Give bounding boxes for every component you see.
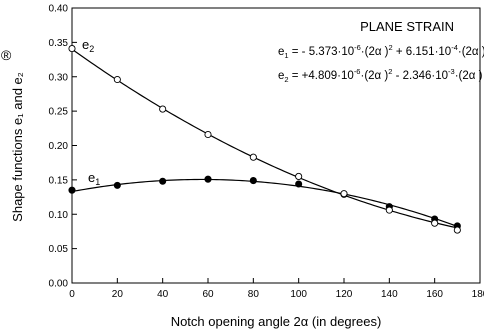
- data-point-e1: [113, 181, 121, 189]
- y-tick-label: 0.15: [49, 175, 69, 186]
- x-tick-label: 20: [112, 289, 124, 300]
- data-point-e1: [295, 180, 303, 188]
- y-tick-label: 0.40: [49, 4, 69, 15]
- data-point-e2: [113, 75, 121, 84]
- equation-e2-exp2: 2: [388, 67, 392, 76]
- equation-e2-p1: = +4.809·10: [289, 70, 354, 82]
- series-label-e2: e2: [82, 37, 94, 54]
- y-tick-label: 0.30: [49, 72, 69, 83]
- x-tick-label: 120: [336, 289, 353, 300]
- y-tick-label: 0.35: [49, 38, 69, 49]
- y-tick-label: 0.00: [49, 279, 69, 290]
- y-tick-label: 0.25: [49, 107, 69, 118]
- y-tick-label: 0.05: [49, 244, 69, 255]
- y-tick-label: 0.20: [49, 141, 69, 152]
- series-label-e1-subscript: 1: [95, 177, 100, 187]
- data-point-e2: [68, 45, 76, 53]
- x-tick-label: 180: [472, 289, 484, 300]
- equation-e2-p2: ·(2α ): [360, 70, 388, 82]
- data-point-e2: [431, 219, 439, 227]
- equation-e2-p4: ·(2α ) + 0.3400: [455, 70, 484, 82]
- fit-curve-e1: [71, 178, 458, 227]
- registered-mark: ®: [1, 47, 12, 63]
- data-point-e2: [204, 130, 212, 139]
- data-point-e2: [295, 172, 303, 180]
- data-point-e1: [159, 177, 167, 185]
- equation-e2-exp1: -6: [354, 67, 361, 76]
- series-label-e2-subscript: 2: [89, 44, 94, 54]
- equation-e2-lead: e: [278, 70, 284, 82]
- series-label-e2-letter: e: [82, 37, 89, 52]
- data-point-e1: [204, 175, 212, 183]
- equation-e2: e2 = +4.809·10-6·(2α )2 - 2.346·10-3·(2α…: [278, 67, 484, 84]
- series-label-e1: e1: [88, 170, 100, 187]
- equation-e1-p1: = - 5.373·10: [289, 46, 355, 58]
- data-point-e1: [68, 186, 76, 194]
- fit-curve-e2: [71, 48, 458, 229]
- x-axis-label: Notch opening angle 2α (in degrees): [171, 314, 382, 329]
- equation-e1-exp3: -4: [451, 43, 458, 52]
- x-tick-label: 100: [290, 289, 307, 300]
- data-points: [68, 45, 461, 234]
- equation-e1-lead_sub: 1: [284, 51, 288, 60]
- x-tick-label: 0: [69, 289, 75, 300]
- plane-strain-heading: PLANE STRAIN: [360, 19, 454, 34]
- equation-e2-exp3: -3: [448, 67, 455, 76]
- x-tick-label: 140: [381, 289, 398, 300]
- y-axis-label: Shape functions e₁ and e₂: [10, 72, 25, 222]
- equation-e1-lead: e: [278, 46, 284, 58]
- fit-curves: [71, 48, 458, 229]
- axis-ticks: 0 20 40 60 80 100 120 140 160 180 0.00 0.05 0.10 0.15…: [49, 4, 484, 301]
- data-point-e2: [453, 226, 461, 234]
- equation-e1-p3: + 6.151·10: [393, 46, 452, 58]
- data-point-e2: [385, 206, 393, 214]
- data-point-e1: [249, 177, 257, 185]
- data-point-e2: [249, 153, 257, 161]
- x-tick-label: 80: [248, 289, 260, 300]
- equation-e1-p2: ·(2α ): [361, 46, 389, 58]
- equation-e2-p3: - 2.346·10: [392, 70, 448, 82]
- data-point-e2: [340, 190, 348, 198]
- x-tick-label: 60: [202, 289, 214, 300]
- series-label-e1-letter: e: [88, 170, 95, 185]
- x-tick-label: 40: [157, 289, 169, 300]
- equation-e1-exp2: 2: [389, 43, 393, 52]
- x-tick-label: 160: [426, 289, 443, 300]
- data-point-e2: [159, 105, 167, 113]
- equation-e1-exp1: -6: [354, 43, 361, 52]
- y-tick-label: 0.10: [49, 210, 69, 221]
- equation-e1: e1 = - 5.373·10-6·(2α )2 + 6.151·10-4·(2…: [278, 43, 484, 60]
- equation-e1-p4: ·(2α ) + 0.1330: [458, 46, 484, 58]
- equation-e2-lead_sub: 2: [284, 75, 288, 84]
